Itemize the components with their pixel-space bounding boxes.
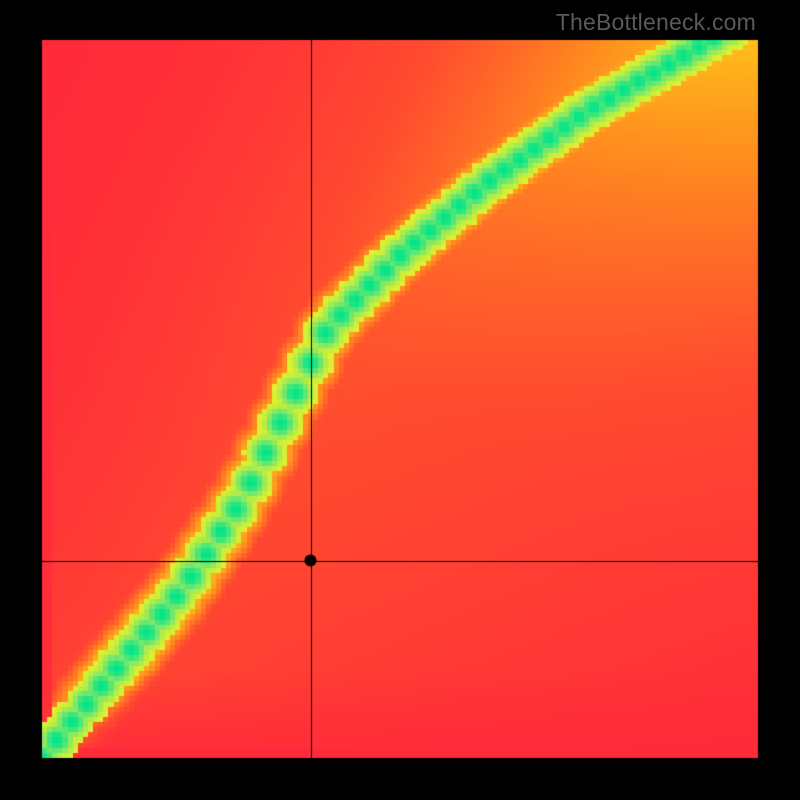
bottleneck-heatmap bbox=[0, 0, 800, 800]
watermark-text: TheBottleneck.com bbox=[556, 9, 756, 36]
